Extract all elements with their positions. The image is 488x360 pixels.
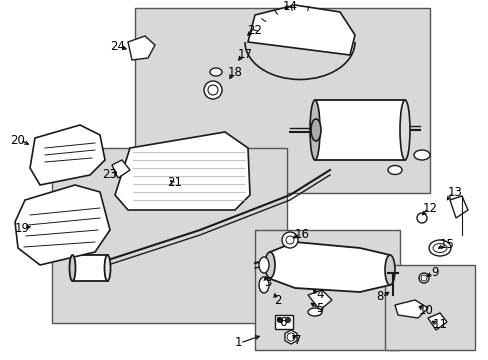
Circle shape [285, 318, 290, 323]
Ellipse shape [307, 308, 321, 316]
Text: 12: 12 [422, 202, 437, 215]
Ellipse shape [259, 277, 268, 293]
Ellipse shape [310, 119, 320, 141]
Ellipse shape [413, 150, 429, 160]
Text: 14: 14 [282, 0, 297, 13]
Ellipse shape [399, 100, 409, 160]
Bar [52, 148, 286, 323]
Text: 15: 15 [439, 238, 453, 252]
Text: 17: 17 [237, 49, 252, 62]
Circle shape [286, 333, 294, 341]
Ellipse shape [209, 68, 222, 76]
Ellipse shape [264, 252, 274, 278]
Text: 21: 21 [167, 176, 182, 189]
Bar [274, 315, 292, 329]
Circle shape [207, 85, 218, 95]
Text: 3: 3 [264, 276, 271, 289]
Text: 22: 22 [247, 23, 262, 36]
Polygon shape [247, 5, 354, 55]
Polygon shape [30, 125, 105, 185]
Polygon shape [449, 196, 467, 218]
Ellipse shape [104, 255, 110, 281]
Polygon shape [15, 185, 110, 265]
Circle shape [203, 81, 222, 99]
Text: 9: 9 [430, 266, 438, 279]
Text: 23: 23 [102, 168, 117, 181]
Ellipse shape [384, 255, 394, 285]
Bar [384, 265, 474, 350]
Text: 20: 20 [11, 134, 25, 147]
Text: 5: 5 [316, 302, 323, 315]
Text: 1: 1 [234, 337, 241, 350]
Text: 6: 6 [279, 315, 286, 328]
Polygon shape [115, 132, 249, 210]
Ellipse shape [259, 257, 268, 273]
Text: 16: 16 [294, 228, 309, 240]
Polygon shape [112, 160, 130, 178]
Circle shape [416, 213, 426, 223]
Bar [254, 230, 399, 350]
Polygon shape [307, 290, 331, 310]
Circle shape [285, 236, 293, 244]
Text: 7: 7 [294, 333, 301, 346]
Polygon shape [427, 313, 446, 330]
Circle shape [277, 318, 282, 323]
Bar [72, 255, 107, 281]
Text: 4: 4 [316, 288, 323, 302]
Ellipse shape [69, 255, 75, 281]
Bar [314, 100, 404, 160]
Ellipse shape [432, 243, 446, 252]
Bar [135, 8, 429, 193]
Text: 19: 19 [15, 221, 29, 234]
Text: 8: 8 [376, 291, 383, 303]
Ellipse shape [309, 100, 319, 160]
Polygon shape [394, 300, 427, 318]
Text: 11: 11 [431, 319, 447, 332]
Text: 13: 13 [447, 185, 462, 198]
Polygon shape [128, 36, 155, 60]
Circle shape [418, 273, 428, 283]
Ellipse shape [387, 166, 401, 175]
Text: 24: 24 [110, 40, 125, 54]
Polygon shape [267, 242, 389, 292]
Circle shape [420, 275, 426, 281]
Ellipse shape [428, 240, 450, 256]
Text: 10: 10 [418, 303, 432, 316]
Circle shape [282, 232, 297, 248]
Text: 18: 18 [227, 67, 242, 80]
Text: 2: 2 [274, 293, 281, 306]
